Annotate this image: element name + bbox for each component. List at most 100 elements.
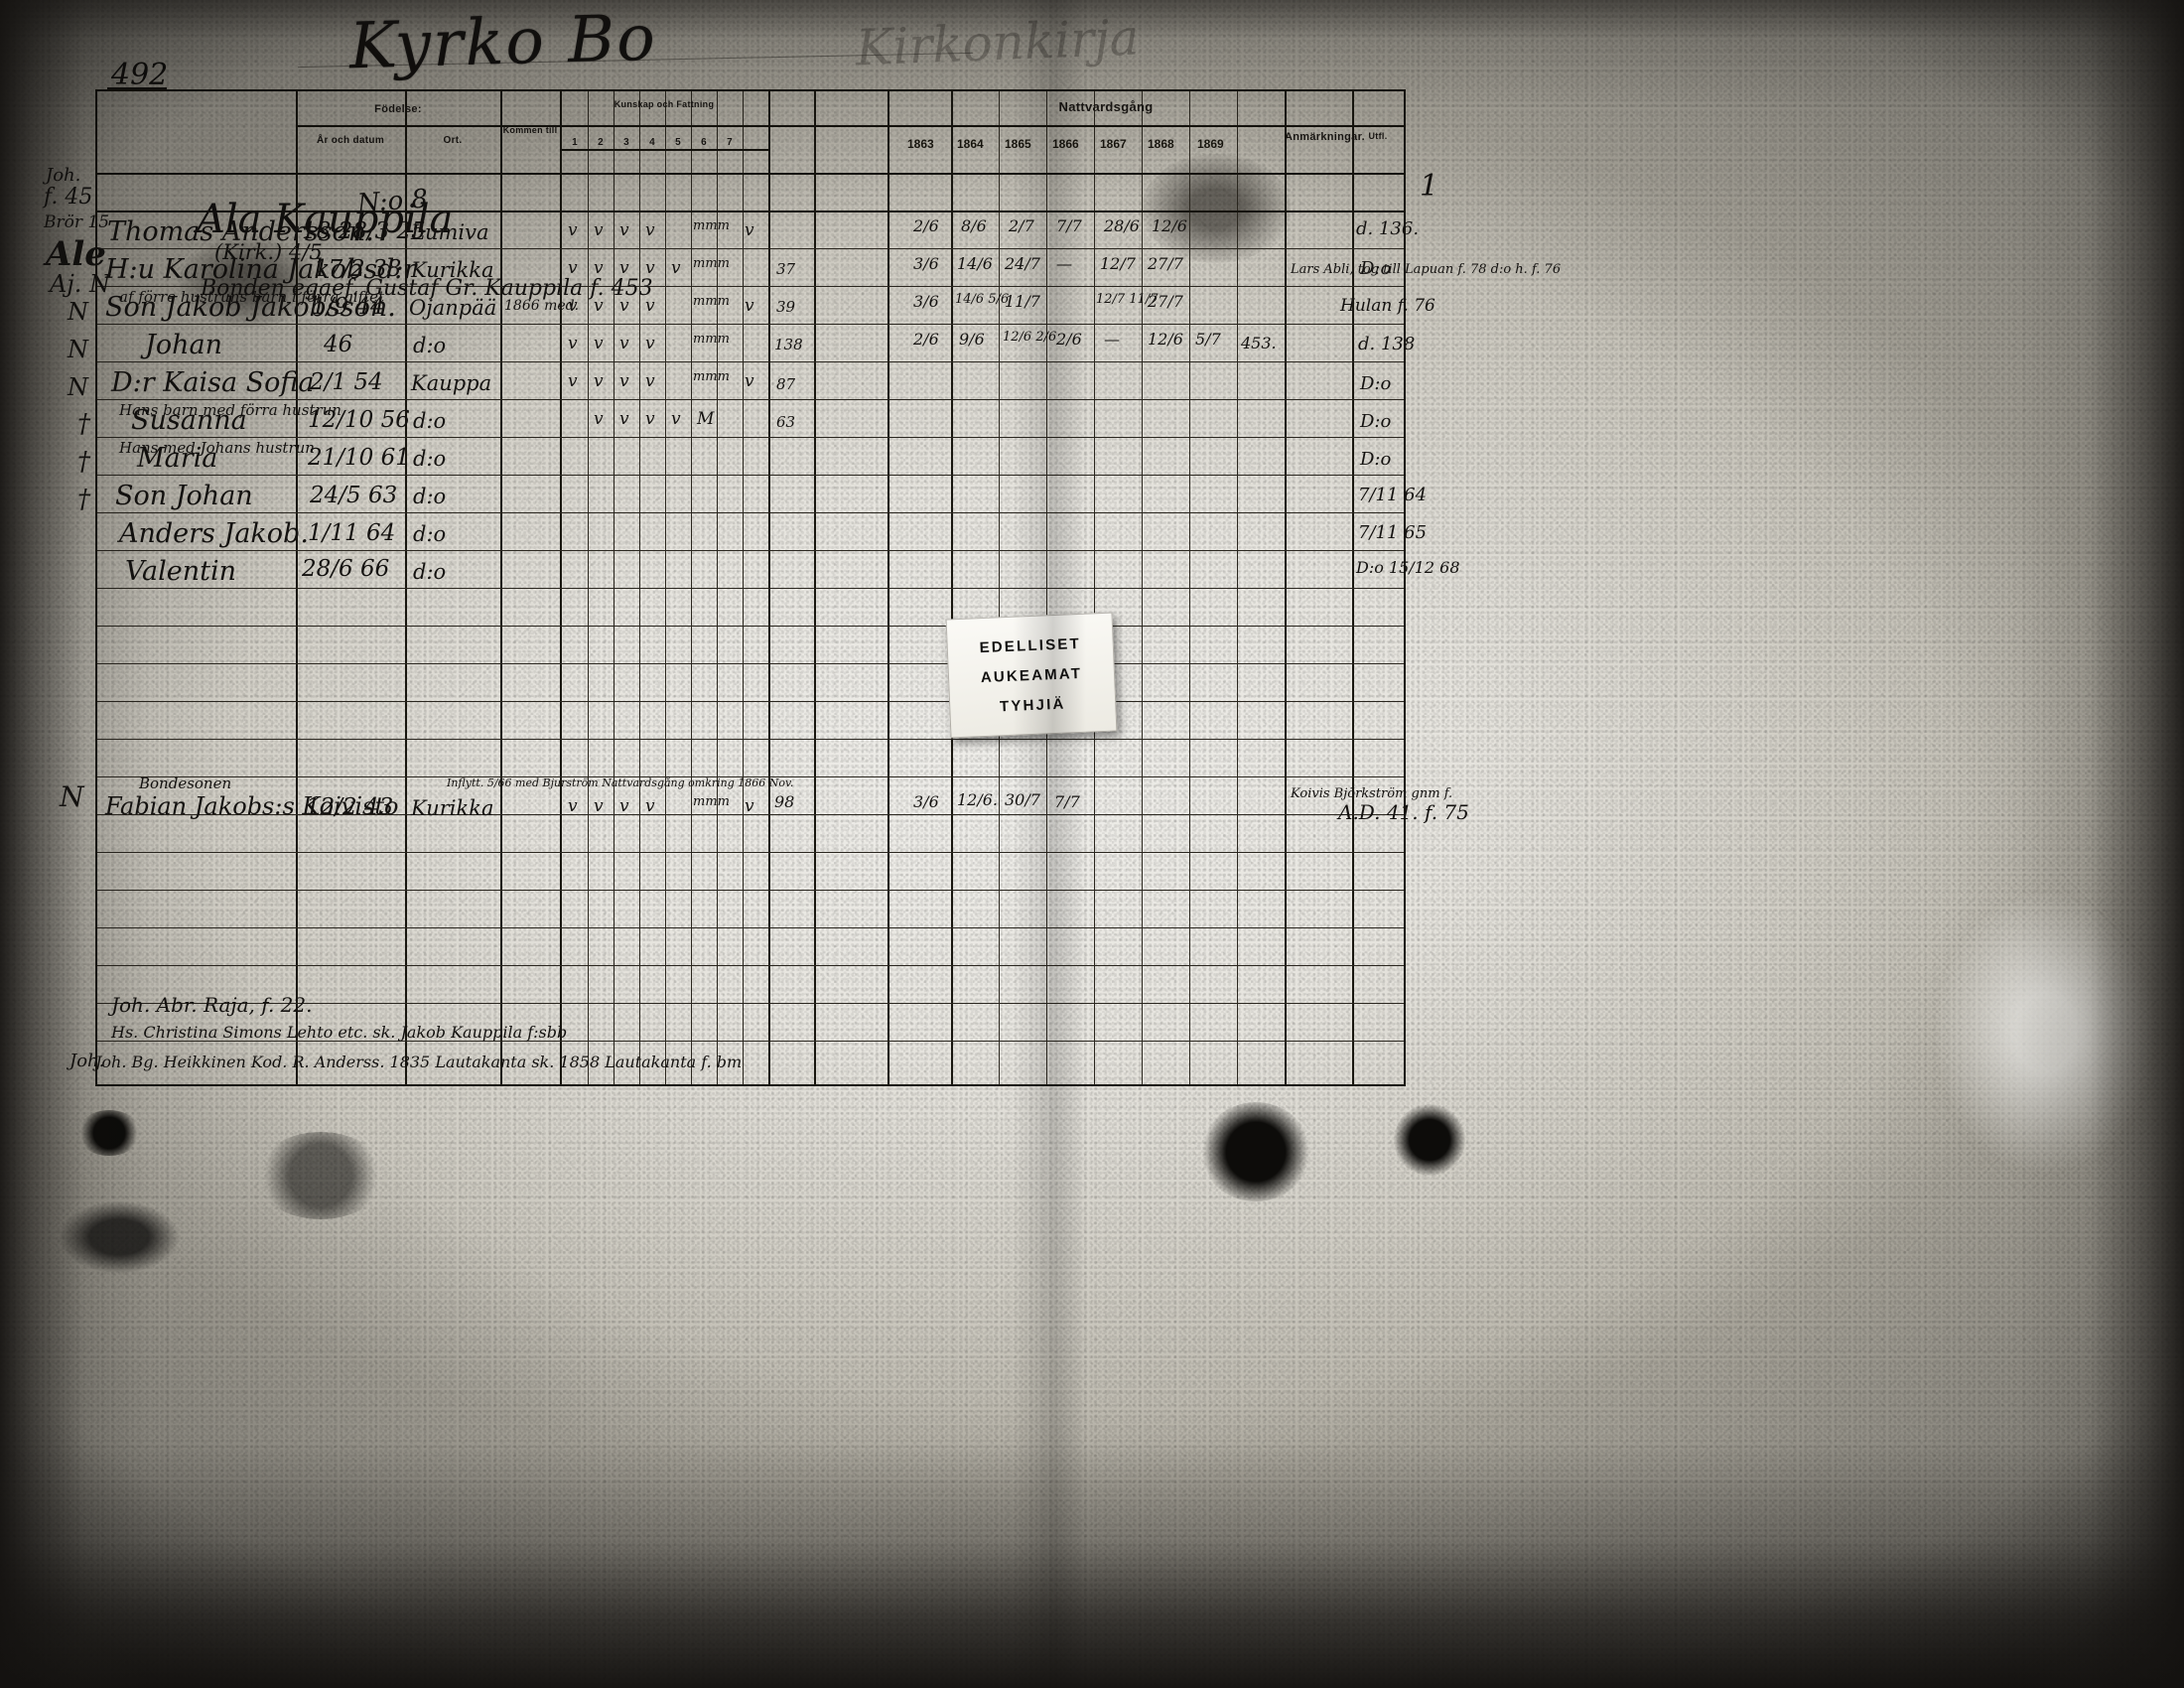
row-communion: 2/7: [1009, 216, 1034, 235]
row-birth: 21/10 61: [308, 445, 410, 471]
margin-note: Ale: [46, 234, 106, 274]
margin-note: N: [60, 780, 84, 813]
later-row-check: v: [745, 796, 754, 816]
row-check: mmm: [693, 294, 730, 309]
row-check: v: [568, 334, 578, 353]
row-check: mmm: [693, 369, 730, 384]
later-row-communion: 12/6.: [957, 790, 999, 809]
row-birth: 1/11 64: [308, 520, 396, 546]
sticky-note-line-2: AUKEAMAT: [980, 664, 1083, 687]
header-year-1865: 1865: [1005, 137, 1031, 151]
bottom-note: Hs. Christina Simons Lehto etc. sk. Jako…: [111, 1023, 568, 1042]
row-birth: 2/1 54: [310, 369, 383, 395]
header-knowledge-col-2: 2: [598, 137, 604, 148]
header-remarks: Anmärkningar.: [1285, 131, 1365, 143]
row-communion: 12/6: [1148, 330, 1183, 349]
row-score: 39: [776, 298, 796, 316]
row-check: v: [568, 220, 578, 240]
bottom-note: Joh. Abr. Raja, f. 22.: [111, 993, 313, 1017]
row-communion: 12/7: [1100, 254, 1136, 273]
row-remark: Lars Abli, tog till Lapuan f. 78 d:o h. …: [1291, 262, 1562, 277]
row-outflow: D:o: [1360, 258, 1392, 279]
margin-note: N: [68, 336, 88, 363]
row-check: mmm: [693, 332, 730, 347]
later-row-communion: 7/7: [1054, 792, 1080, 811]
row-rule: [97, 852, 1404, 853]
header-birth-date: År och datum: [316, 135, 385, 146]
row-check: v: [645, 220, 655, 240]
row-outflow: Hulan f. 76: [1340, 296, 1435, 316]
row-birth: 18 28/3 25: [302, 218, 426, 244]
row-name: Susanna: [131, 405, 247, 436]
row-check: v: [619, 409, 629, 429]
row-rule: [97, 361, 1404, 362]
row-communion: 12/6: [1152, 216, 1187, 235]
row-communion: 9/6: [959, 330, 985, 349]
header-year-1867: 1867: [1100, 137, 1127, 151]
row-check: v: [671, 409, 681, 429]
bottom-note: Joh. Bg. Heikkinen Kod. R. Anderss. 1835…: [95, 1053, 743, 1071]
later-row-check: v: [619, 796, 629, 816]
row-outflow: D:o: [1360, 449, 1392, 470]
row-check: v: [619, 296, 629, 316]
row-check: mmm: [693, 256, 730, 271]
header-communion-group: Nattvardsgång: [1058, 99, 1154, 114]
row-place: Kurikka: [411, 258, 494, 282]
row-check: mmm: [693, 218, 730, 233]
row-rule: [97, 324, 1404, 325]
row-check: v: [594, 258, 604, 278]
margin-note: N: [68, 298, 88, 326]
row-place: Lumiva: [411, 220, 489, 244]
row-communion: 2/6: [913, 330, 939, 349]
row-birth: 28/6 66: [302, 556, 390, 582]
row-communion: 14/6 5/6: [955, 292, 1010, 307]
header-knowledge-col-7: 7: [727, 137, 733, 148]
row-check: v: [619, 371, 629, 391]
row-name: Son Johan: [115, 481, 253, 511]
row-check: v: [645, 409, 655, 429]
later-row-communion: 30/7: [1005, 790, 1040, 809]
record-table: Födelse: År och datum Ort. Kommen till K…: [95, 89, 1561, 1086]
row-rule: [97, 663, 1404, 664]
row-rule: [97, 890, 1404, 891]
header-year-1868: 1868: [1148, 137, 1174, 151]
page-edge-blob: [77, 1110, 141, 1156]
row-communion: 14/6: [957, 254, 993, 273]
row-birth: 1/9 44: [312, 294, 385, 320]
later-row-check: v: [645, 796, 655, 816]
page-edge-blob: [1201, 1102, 1310, 1201]
row-place: d:o: [413, 447, 447, 471]
row-rule: [97, 701, 1404, 702]
row-communion: 2/6: [1056, 330, 1082, 349]
header-knowledge-col-4: 4: [649, 137, 655, 148]
row-check: v: [594, 334, 604, 353]
row-communion: 3/6: [913, 254, 939, 273]
row-check: v: [594, 296, 604, 316]
later-row-score: 98: [774, 792, 795, 811]
margin-cross: †: [77, 447, 90, 477]
row-place: Ojanpää: [409, 296, 497, 320]
row-score: 87: [776, 375, 796, 393]
row-check: v: [568, 258, 578, 278]
row-check: v: [745, 371, 754, 391]
sticky-note: EDELLISET AUKEAMAT TYHJIÄ: [945, 612, 1118, 739]
row-outflow: 7/11 64: [1358, 485, 1428, 505]
row-communion: 3/6: [913, 292, 939, 311]
header-knowledge-col-3: 3: [623, 137, 629, 148]
row-communion: 7/7: [1056, 216, 1082, 235]
row-rule: [97, 965, 1404, 966]
header-year-1864: 1864: [957, 137, 984, 151]
row-check: v: [745, 220, 754, 240]
row-communion: 27/7: [1148, 292, 1183, 311]
later-row-check: v: [568, 796, 578, 816]
row-check: v: [594, 409, 604, 429]
row-name: Johan: [145, 330, 222, 360]
sticky-note-line-1: EDELLISET: [979, 634, 1082, 657]
row-communion: 8/6: [961, 216, 987, 235]
page-title-ghost: Kirkonkirja: [854, 8, 1141, 77]
row-check: M: [697, 409, 715, 429]
row-birth: 12/10 56: [308, 407, 410, 433]
row-check: v: [671, 258, 681, 278]
row-check: v: [645, 371, 655, 391]
